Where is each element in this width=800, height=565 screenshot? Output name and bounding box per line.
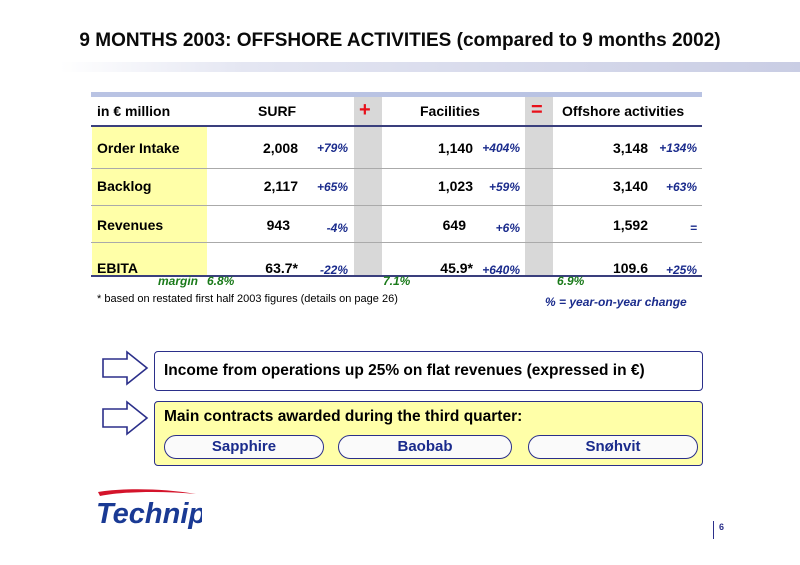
cell-change: +63% (665, 180, 697, 194)
contract-baobab: Baobab (338, 435, 512, 459)
page-title: 9 MONTHS 2003: OFFSHORE ACTIVITIES (comp… (79, 30, 721, 51)
row-label-order-intake: Order Intake (97, 140, 180, 156)
col-header-facilities: Facilities (420, 103, 480, 119)
income-callout-text: Income from operations up 25% on flat re… (164, 362, 645, 379)
footnote: * based on restated first half 2003 figu… (97, 293, 398, 305)
cell-value: 1,023 (437, 178, 473, 194)
margin-label: margin (158, 274, 199, 288)
plus-operator: + (359, 99, 371, 121)
table-header-bar (91, 92, 702, 97)
cell-value: 2,117 (263, 178, 298, 194)
cell-value: 3,148 (612, 140, 648, 156)
title-underline (60, 62, 800, 72)
cell-change: -4% (326, 221, 348, 235)
logo-wordmark: Technip (96, 498, 202, 530)
table-bottom-rule (91, 275, 702, 277)
cell-value: 649 (442, 217, 466, 233)
cell-change: +79% (316, 141, 348, 155)
plus-column-shade (354, 97, 382, 275)
arrow-right-icon (102, 400, 149, 436)
equals-column-shade (525, 97, 553, 275)
cell-change: +404% (482, 141, 520, 155)
cell-change: +640% (482, 263, 520, 277)
page-number: 6 (719, 522, 725, 532)
cell-change: +6% (495, 221, 520, 235)
cell-change: +65% (316, 180, 348, 194)
page-number-rule (713, 521, 714, 539)
cell-change: = (689, 221, 697, 235)
income-callout-box: Income from operations up 25% on flat re… (154, 351, 703, 391)
cell-value: 1,592 (612, 217, 648, 233)
cell-value: 109.6 (612, 260, 648, 276)
cell-change: +59% (488, 180, 520, 194)
margin-surf: 6.8% (207, 274, 235, 288)
contract-snohvit: Snøhvit (528, 435, 698, 459)
row-divider (91, 242, 702, 243)
cell-value: 63.7* (265, 260, 298, 276)
col-header-surf: SURF (258, 103, 297, 119)
cell-change: +134% (659, 141, 697, 155)
cell-change: +25% (665, 263, 697, 277)
arrow-right-icon (102, 350, 149, 386)
table-header-rule (91, 125, 702, 127)
row-label-backlog: Backlog (97, 178, 152, 194)
cell-value: 45.9* (440, 260, 473, 276)
cell-value: 1,140 (437, 140, 473, 156)
margin-offshore: 6.9% (557, 274, 585, 288)
technip-logo: Technip (96, 489, 202, 530)
cell-value: 2,008 (262, 140, 298, 156)
equals-operator: = (531, 99, 543, 121)
row-label-highlight (92, 127, 207, 275)
legend-note: % = year-on-year change (545, 295, 687, 309)
cell-value: 943 (266, 217, 290, 233)
row-divider (91, 168, 702, 169)
margin-facilities: 7.1% (383, 274, 411, 288)
row-divider (91, 205, 702, 206)
unit-label: in € million (97, 103, 171, 119)
col-header-offshore: Offshore activities (562, 103, 685, 119)
cell-change: -22% (319, 263, 348, 277)
cell-value: 3,140 (612, 178, 648, 194)
contract-sapphire: Sapphire (164, 435, 324, 459)
row-label-ebita: EBITA (97, 260, 138, 276)
contracts-callout-text: Main contracts awarded during the third … (164, 408, 523, 425)
row-label-revenues: Revenues (97, 217, 164, 233)
